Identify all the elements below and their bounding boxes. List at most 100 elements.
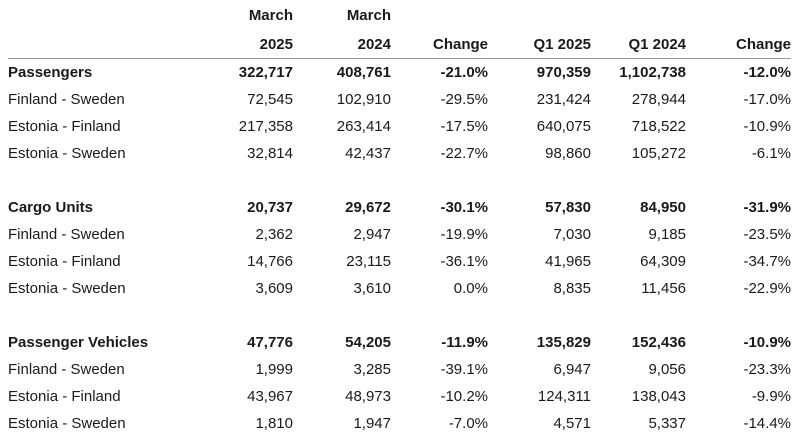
value-cell-march-2024: 3,285 [353, 361, 391, 378]
col-header-march-2025-year: 2025 [188, 30, 293, 59]
value-cell-q1-2025: 640,075 [536, 118, 591, 135]
value-cell-march-2025: 1,810 [255, 415, 293, 432]
value-cell-q1-2024: 152,436 [631, 334, 686, 351]
value-cell-march-2024: 3,610 [353, 280, 391, 297]
group-header-row: Passengers 322,717 408,761 -21.0% 970,359 1,1… [8, 59, 791, 87]
value-cell-q1-2025: 8,835 [553, 280, 591, 297]
group-header-row: Cargo Units 20,737 29,672 -30.1% 57,830 84,95… [8, 194, 791, 221]
spacer-row [8, 302, 791, 329]
route-row: Estonia - Sweden 3,609 3,610 0.0% 8,835 11,45… [8, 275, 791, 302]
value-cell-q1-2025: 135,829 [536, 334, 591, 351]
value-cell-change-q1: -17.0% [743, 91, 791, 108]
value-cell-q1-2025: 970,359 [536, 64, 591, 81]
value-cell-q1-2024: 105,272 [631, 145, 686, 162]
value-cell-change-q1: -23.3% [743, 361, 791, 378]
value-cell-q1-2024: 11,456 [641, 280, 686, 297]
route-label: Finland - Sweden [8, 361, 125, 378]
value-cell-change-march: 0.0% [453, 280, 488, 297]
value-cell-change-march: -10.2% [440, 388, 488, 405]
spacer-row [8, 167, 791, 194]
value-cell-q1-2025: 7,030 [553, 226, 591, 243]
route-row: Finland - Sweden 1,999 3,285 -39.1% 6,947 9,0… [8, 356, 791, 383]
route-label: Finland - Sweden [8, 91, 125, 108]
value-cell-march-2025: 322,717 [238, 64, 293, 81]
route-row: Finland - Sweden 72,545 102,910 -29.5% 231,4… [8, 86, 791, 113]
value-cell-change-march: -29.5% [440, 91, 488, 108]
col-header-march-2024-month: March [346, 6, 391, 24]
value-cell-march-2024: 23,115 [346, 253, 391, 270]
value-cell-q1-2024: 138,043 [631, 388, 686, 405]
value-cell-change-march: -22.7% [440, 145, 488, 162]
spacer-cell [8, 167, 791, 194]
header-spacer-cell [686, 0, 791, 30]
value-cell-march-2025: 20,737 [247, 199, 293, 216]
value-cell-q1-2025: 231,424 [536, 91, 591, 108]
header-row-1: March March [8, 0, 791, 30]
header-spacer-cell [391, 0, 488, 30]
value-cell-change-march: -36.1% [440, 253, 488, 270]
group-label: Passengers [8, 64, 93, 81]
value-cell-q1-2024: 84,950 [640, 199, 686, 216]
route-row: Estonia - Sweden 1,810 1,947 -7.0% 4,571 5,33… [8, 410, 791, 437]
value-cell-march-2025: 3,609 [255, 280, 293, 297]
value-cell-q1-2025: 57,830 [545, 199, 591, 216]
col-header-q1-2025: Q1 2025 [488, 30, 591, 59]
route-label: Estonia - Sweden [8, 145, 126, 162]
route-row: Estonia - Sweden 32,814 42,437 -22.7% 98,860… [8, 140, 791, 167]
value-cell-march-2025: 47,776 [247, 334, 293, 351]
group-header-row: Passenger Vehicles 47,776 54,205 -11.9% 135,… [8, 329, 791, 356]
route-label: Estonia - Finland [8, 388, 121, 405]
spacer-cell [8, 302, 791, 329]
route-row: Estonia - Finland 14,766 23,115 -36.1% 41,96… [8, 248, 791, 275]
value-cell-change-q1: -12.0% [743, 64, 791, 81]
value-cell-march-2025: 1,999 [255, 361, 293, 378]
value-cell-change-march: -17.5% [440, 118, 488, 135]
value-cell-change-q1: -10.9% [743, 118, 791, 135]
value-cell-march-2024: 102,910 [336, 91, 391, 108]
group-label: Cargo Units [8, 199, 94, 216]
header-spacer-cell [488, 0, 591, 30]
value-cell-march-2025: 72,545 [247, 91, 293, 108]
route-row: Estonia - Finland 217,358 263,414 -17.5% 640… [8, 113, 791, 140]
value-cell-q1-2024: 64,309 [640, 253, 686, 270]
value-cell-change-march: -19.9% [440, 226, 488, 243]
table-body: Passengers 322,717 408,761 -21.0% 970,359 1,1… [8, 59, 791, 438]
value-cell-march-2024: 54,205 [345, 334, 391, 351]
value-cell-q1-2024: 9,056 [648, 361, 686, 378]
value-cell-q1-2024: 1,102,738 [619, 64, 686, 81]
value-cell-march-2024: 29,672 [345, 199, 391, 216]
value-cell-q1-2025: 124,311 [537, 388, 591, 405]
value-cell-change-q1: -10.9% [743, 334, 791, 351]
route-label: Estonia - Sweden [8, 415, 126, 432]
value-cell-change-q1: -9.9% [751, 388, 791, 405]
header-row-2: 2025 2024 Change Q1 2025 Q1 2024 Change [8, 30, 791, 59]
value-cell-march-2024: 1,947 [353, 415, 391, 432]
value-cell-change-march: -39.1% [440, 361, 488, 378]
value-cell-change-q1: -31.9% [743, 199, 791, 216]
value-cell-march-2025: 43,967 [247, 388, 293, 405]
value-cell-change-march: -7.0% [448, 415, 488, 432]
value-cell-march-2024: 263,414 [336, 118, 391, 135]
table-header: March March 2025 2024 Change Q1 2025 Q1 … [8, 0, 791, 59]
value-cell-q1-2025: 6,947 [553, 361, 591, 378]
value-cell-march-2025: 217,358 [238, 118, 293, 135]
value-cell-q1-2025: 41,965 [545, 253, 591, 270]
value-cell-q1-2024: 278,944 [631, 91, 686, 108]
value-cell-march-2025: 14,766 [247, 253, 293, 270]
col-header-change-q1: Change [686, 30, 791, 59]
route-row: Estonia - Finland 43,967 48,973 -10.2% 124,3… [8, 383, 791, 410]
value-cell-q1-2025: 4,571 [553, 415, 591, 432]
value-cell-change-q1: -6.1% [751, 145, 791, 162]
value-cell-q1-2024: 718,522 [631, 118, 686, 135]
route-label: Finland - Sweden [8, 226, 125, 243]
value-cell-march-2024: 42,437 [345, 145, 391, 162]
value-cell-change-march: -11.9% [441, 334, 488, 351]
col-header-change-march: Change [391, 30, 488, 59]
value-cell-change-march: -30.1% [440, 199, 488, 216]
value-cell-march-2024: 408,761 [336, 64, 391, 81]
value-cell-march-2024: 2,947 [353, 226, 391, 243]
route-row: Finland - Sweden 2,362 2,947 -19.9% 7,030 9,1… [8, 221, 791, 248]
route-label: Estonia - Finland [8, 253, 121, 270]
value-cell-q1-2025: 98,860 [545, 145, 591, 162]
value-cell-change-q1: -34.7% [743, 253, 791, 270]
